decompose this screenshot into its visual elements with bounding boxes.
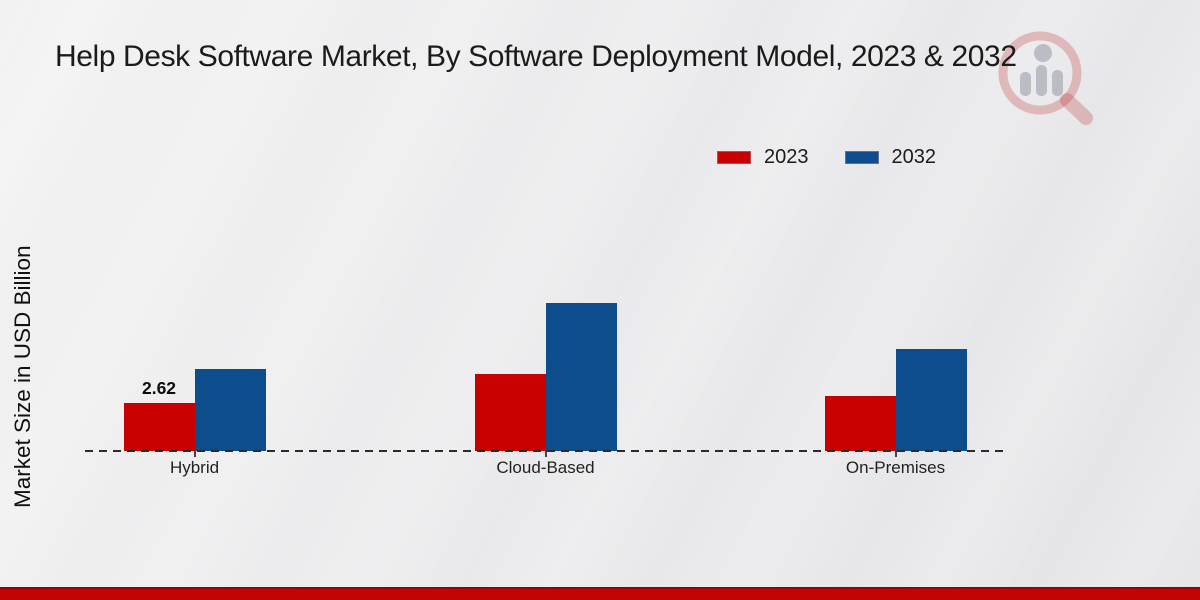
footer-red-band (0, 587, 1200, 600)
legend-label-2032: 2032 (891, 146, 937, 168)
legend-swatch-2023 (717, 151, 751, 164)
bar-2032-cloud-based (545, 303, 617, 451)
legend-item-2023: 2023 (717, 146, 809, 169)
chart-title: Help Desk Software Market, By Software D… (55, 40, 1017, 73)
x-axis-tick-on-premises (894, 451, 897, 457)
category-label-cloud-based: Cloud-Based (496, 458, 595, 477)
legend: 2023 2032 (717, 146, 936, 169)
bar-2032-on-premises (895, 349, 967, 451)
legend-item-2032: 2032 (844, 146, 937, 169)
market-research-magnifier-logo (992, 28, 1094, 131)
bar-2023-on-premises (824, 396, 896, 451)
category-label-hybrid: Hybrid (169, 458, 220, 477)
bar-2023-hybrid (123, 403, 195, 451)
x-axis-tick-cloud-based (544, 451, 547, 457)
legend-swatch-2032 (844, 151, 879, 164)
category-label-on-premises: On-Premises (845, 458, 946, 477)
bar-2032-hybrid (194, 369, 266, 451)
y-axis-label: Market Size in USD Billion (10, 245, 35, 508)
x-axis-tick-hybrid (193, 451, 196, 457)
bar-2023-cloud-based (474, 374, 546, 451)
legend-label-2023: 2023 (764, 146, 809, 168)
bar-value-label-2023-hybrid: 2.62 (141, 378, 177, 398)
magnifier-barchart-icon (998, 31, 1093, 125)
